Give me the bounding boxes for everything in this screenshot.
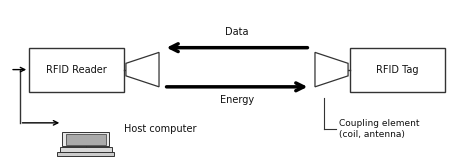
Text: Coupling element
(coil, antenna): Coupling element (coil, antenna) xyxy=(338,119,419,139)
Text: RFID Tag: RFID Tag xyxy=(376,65,419,75)
Polygon shape xyxy=(315,52,348,87)
Polygon shape xyxy=(126,52,159,87)
FancyBboxPatch shape xyxy=(29,48,124,91)
Text: Data: Data xyxy=(225,27,249,37)
Text: RFID Reader: RFID Reader xyxy=(46,65,107,75)
FancyBboxPatch shape xyxy=(350,48,445,91)
FancyBboxPatch shape xyxy=(57,152,114,156)
FancyBboxPatch shape xyxy=(62,132,109,146)
FancyBboxPatch shape xyxy=(60,147,112,152)
FancyBboxPatch shape xyxy=(66,134,106,145)
Text: Energy: Energy xyxy=(220,95,254,105)
Text: Host computer: Host computer xyxy=(124,124,196,134)
